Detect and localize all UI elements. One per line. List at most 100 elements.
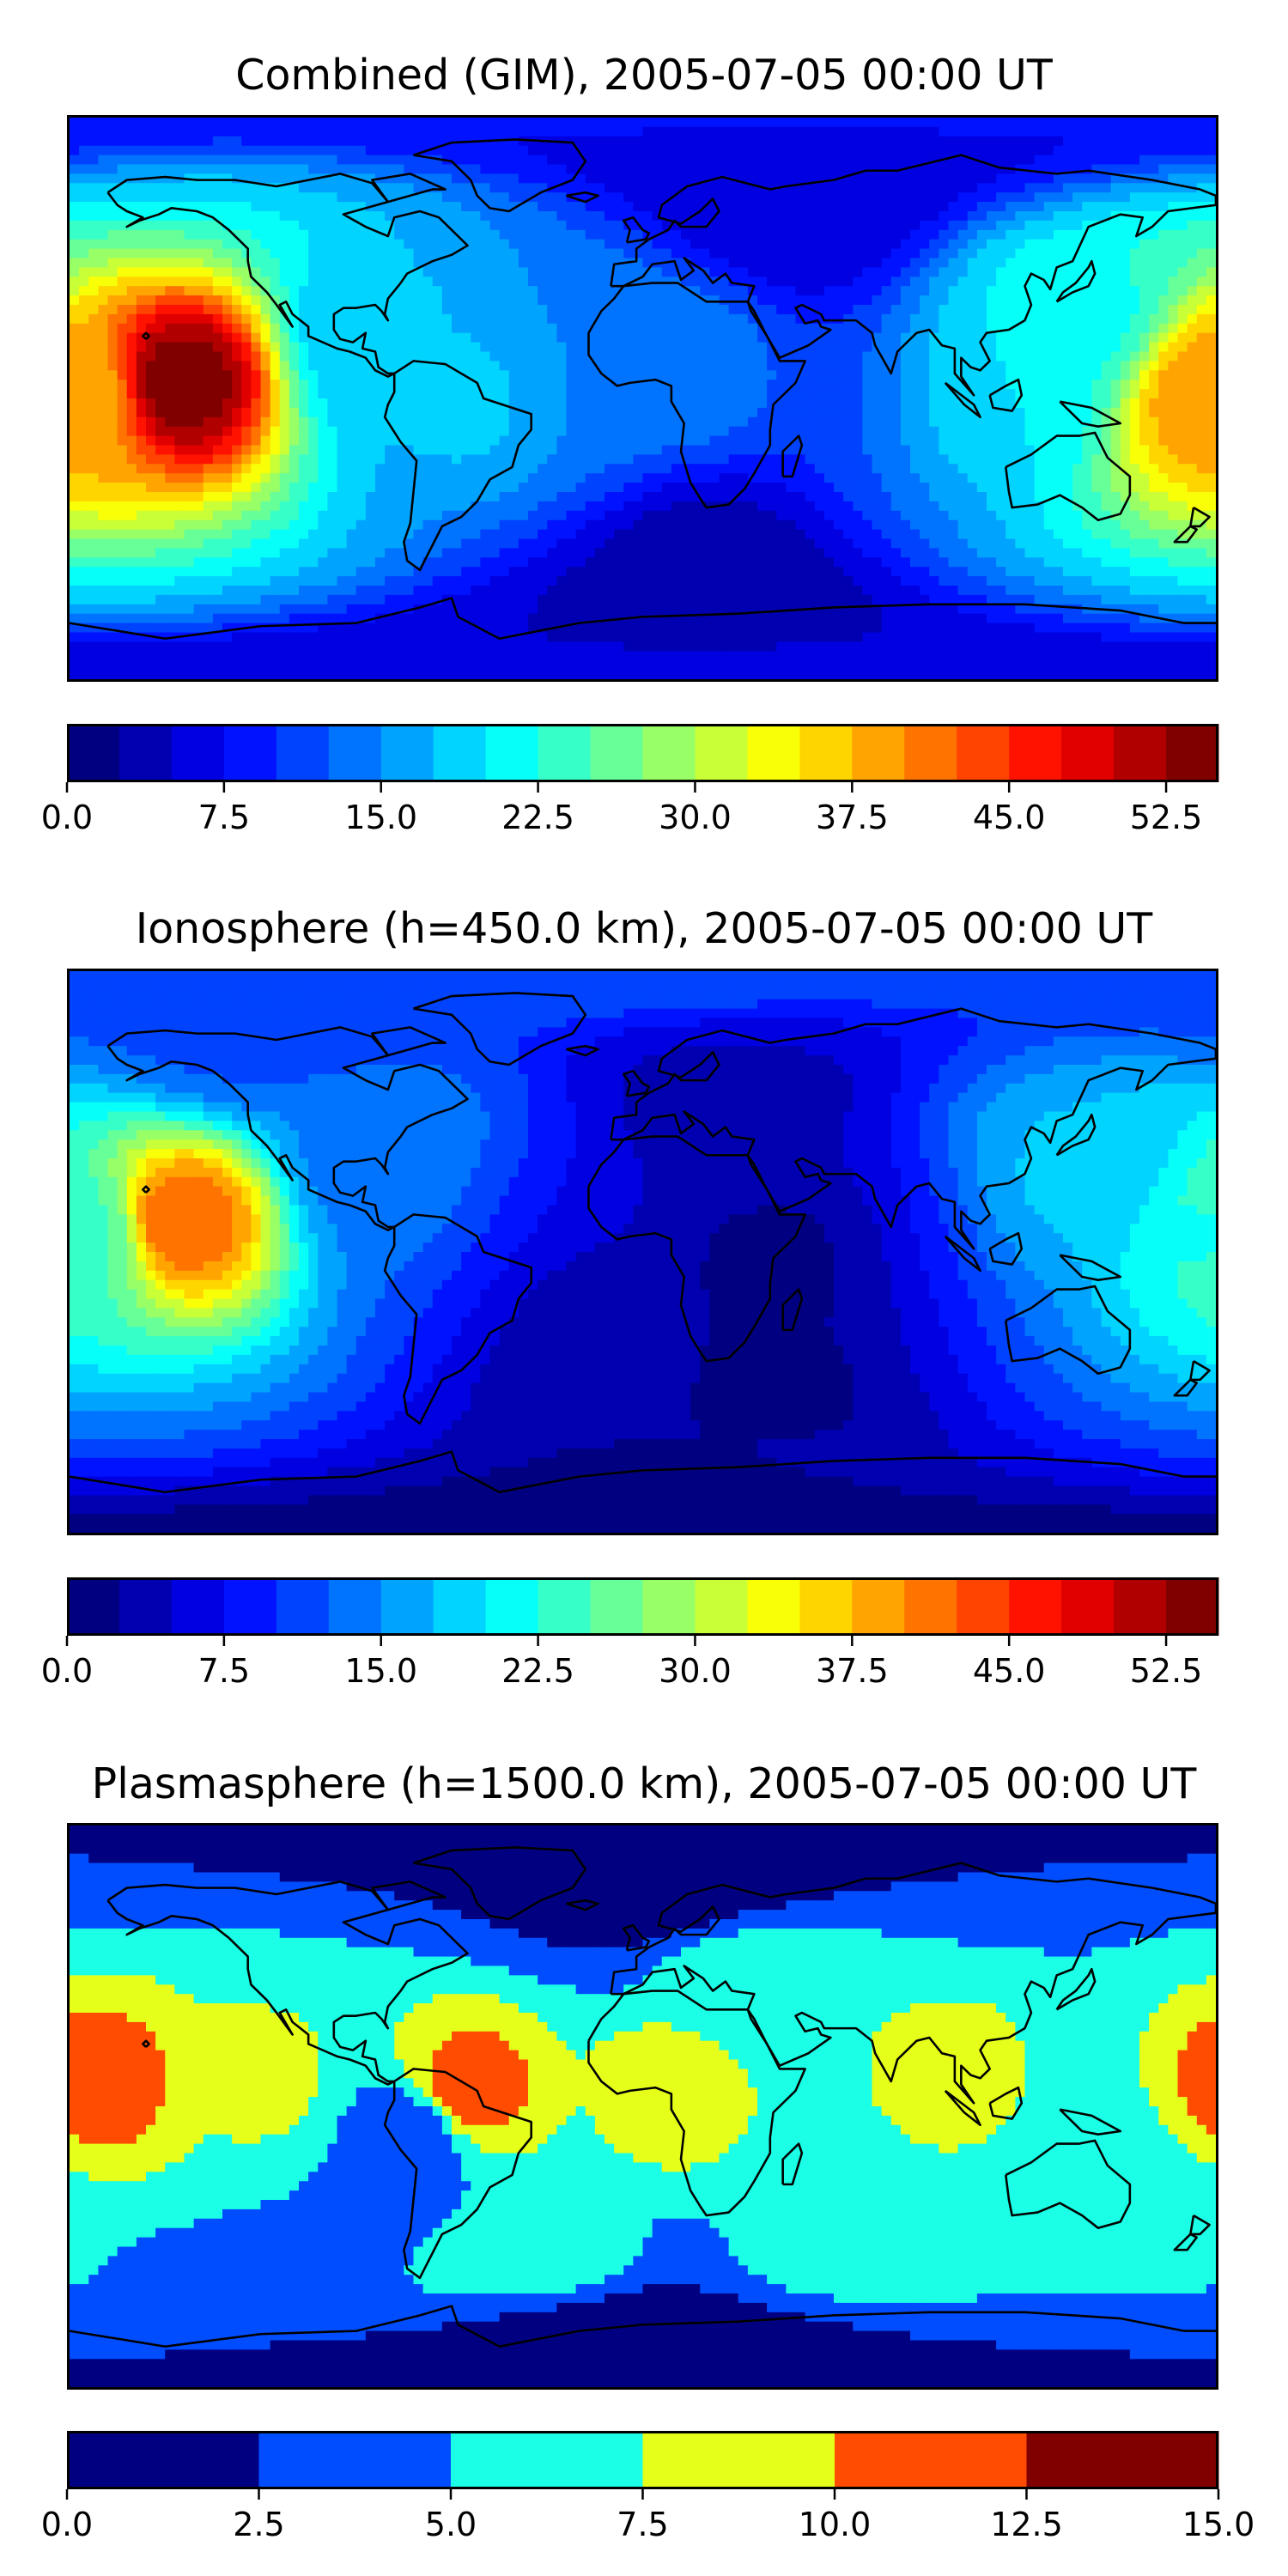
field-cell — [385, 501, 395, 512]
field-cell — [929, 445, 939, 455]
field-cell — [1196, 118, 1207, 128]
field-cell — [623, 445, 634, 455]
field-cell — [193, 370, 204, 380]
field-cell — [1072, 464, 1083, 474]
field-cell — [910, 370, 920, 380]
field-cell — [910, 202, 920, 212]
field-cell — [471, 313, 481, 325]
field-cell — [279, 248, 290, 259]
field-cell — [203, 426, 214, 437]
field-cell — [1139, 258, 1150, 268]
field-cell — [1158, 229, 1169, 240]
field-cell — [1158, 192, 1169, 203]
field-cell — [452, 173, 462, 184]
field-cell — [452, 407, 462, 418]
field-cell — [1110, 220, 1121, 231]
field-cell — [126, 192, 137, 203]
field-cell — [241, 276, 252, 287]
field-cell — [1043, 220, 1054, 231]
field-cell — [910, 267, 920, 277]
field-cell — [117, 370, 128, 380]
field-cell — [738, 492, 749, 502]
field-cell — [88, 454, 99, 465]
field-cell — [1082, 351, 1092, 361]
field-cell — [461, 323, 471, 334]
field-cell — [614, 492, 624, 502]
field-cell — [1015, 295, 1026, 306]
field-cell — [251, 164, 262, 174]
field-cell — [920, 248, 930, 259]
field-cell — [1082, 435, 1092, 447]
field-cell — [146, 370, 156, 380]
field-cell — [976, 276, 987, 287]
field-cell — [538, 267, 548, 277]
field-cell — [432, 267, 443, 277]
field-cell — [413, 332, 424, 343]
field-cell — [1101, 416, 1112, 428]
field-cell — [1034, 435, 1045, 447]
field-cell — [212, 183, 223, 193]
field-cell — [232, 305, 242, 315]
field-cell — [279, 258, 290, 268]
field-cell — [890, 192, 902, 203]
field-cell — [900, 276, 911, 287]
field-cell — [556, 126, 568, 137]
field-cell — [728, 258, 739, 268]
field-cell — [1053, 286, 1064, 296]
field-cell — [432, 380, 443, 390]
field-cell — [633, 332, 644, 343]
field-cell — [575, 305, 586, 315]
field-cell — [1063, 202, 1073, 212]
field-cell — [920, 126, 930, 137]
field-cell — [996, 483, 1006, 493]
field-cell — [690, 229, 701, 240]
field-cell — [853, 267, 863, 277]
field-cell — [107, 286, 118, 296]
field-cell — [355, 426, 367, 437]
field-cell — [155, 398, 166, 409]
field-cell — [489, 435, 501, 447]
field-cell — [337, 118, 348, 128]
field-cell — [1168, 118, 1179, 128]
field-cell — [1110, 426, 1121, 437]
field-cell — [126, 164, 137, 174]
field-cell — [996, 192, 1006, 203]
field-cell — [212, 211, 223, 222]
field-cell — [1101, 220, 1112, 231]
field-cell — [441, 183, 453, 193]
field-cell — [232, 407, 242, 418]
field-cell — [222, 202, 233, 212]
field-cell — [79, 351, 89, 361]
field-cell — [1005, 286, 1016, 296]
field-cell — [422, 501, 434, 512]
field-cell — [136, 126, 147, 137]
field-cell — [623, 295, 634, 306]
field-cell — [299, 398, 309, 409]
field-cell — [308, 323, 319, 334]
field-cell — [939, 313, 950, 325]
field-cell — [795, 136, 806, 147]
field-cell — [1196, 136, 1207, 147]
field-cell — [518, 416, 529, 428]
field-cell — [165, 220, 175, 231]
field-cell — [890, 426, 902, 437]
field-cell — [881, 454, 892, 465]
field-cell — [795, 416, 806, 428]
field-cell — [193, 155, 204, 166]
field-cell — [1024, 136, 1036, 147]
field-cell — [1120, 258, 1131, 268]
field-cell — [79, 155, 89, 166]
field-cell — [1072, 220, 1083, 231]
field-cell — [728, 323, 739, 334]
field-cell — [98, 501, 109, 512]
field-cell — [289, 295, 300, 306]
field-cell — [355, 183, 367, 193]
field-cell — [518, 258, 529, 268]
field-cell — [422, 192, 434, 203]
field-cell — [518, 192, 529, 203]
field-cell — [355, 276, 367, 287]
field-cell — [547, 501, 557, 512]
field-cell — [1043, 276, 1054, 287]
field-cell — [508, 276, 519, 287]
field-cell — [700, 473, 710, 483]
